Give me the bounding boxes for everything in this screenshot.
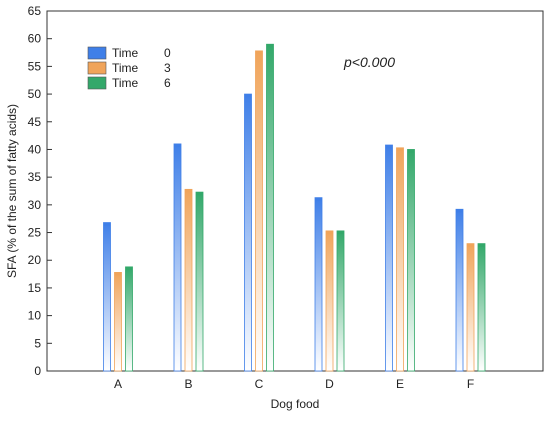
legend-value: 6 xyxy=(164,76,171,90)
x-tick-label: A xyxy=(114,377,122,391)
bar xyxy=(173,143,182,372)
y-tick-label: 40 xyxy=(28,142,42,156)
bar-cap xyxy=(337,230,344,234)
bar xyxy=(266,43,274,372)
bar xyxy=(325,230,334,372)
bar-cap xyxy=(174,143,181,147)
bar-cap xyxy=(315,197,322,201)
x-tick-label: E xyxy=(396,377,404,391)
bar-cap xyxy=(196,192,203,196)
bar xyxy=(466,243,475,372)
bar-cap xyxy=(396,147,404,151)
y-tick-label: 55 xyxy=(28,59,42,73)
bar xyxy=(184,188,193,372)
bar-cap xyxy=(467,243,474,247)
bar xyxy=(255,50,263,372)
bar-cap xyxy=(266,44,274,48)
bar-cap xyxy=(114,272,122,276)
x-tick-label: F xyxy=(467,377,474,391)
x-axis-title: Dog food xyxy=(271,397,320,411)
bar xyxy=(244,93,252,372)
y-tick-label: 25 xyxy=(28,226,42,240)
legend-swatch xyxy=(87,61,107,75)
bar-cap xyxy=(478,243,485,247)
bar xyxy=(396,147,404,372)
y-tick-label: 15 xyxy=(28,281,42,295)
bar xyxy=(407,149,415,372)
bar xyxy=(103,222,111,372)
y-tick-label: 5 xyxy=(34,336,41,350)
y-axis-title: SFA (% of the sum of fatty acids) xyxy=(5,104,19,278)
bar-cap xyxy=(326,230,333,234)
bar xyxy=(314,197,323,372)
bar-cap xyxy=(456,209,463,213)
x-tick-label: D xyxy=(325,377,334,391)
bar-cap xyxy=(125,266,133,270)
legend-label: Time xyxy=(112,76,139,90)
bar xyxy=(455,208,464,372)
bar-cap xyxy=(244,94,252,98)
legend: Time 0 Time 3 Time 6 xyxy=(87,46,171,90)
y-tick-label: 10 xyxy=(28,309,42,323)
y-tick-label: 45 xyxy=(28,115,42,129)
x-tick-label: C xyxy=(255,377,264,391)
x-tick-label: B xyxy=(184,377,192,391)
y-tick-label: 30 xyxy=(28,198,42,212)
y-tick-label: 50 xyxy=(28,87,42,101)
legend-label: Time xyxy=(112,61,139,75)
bars xyxy=(103,43,486,372)
legend-swatch xyxy=(87,46,107,60)
y-axis: 0 5 10 15 20 25 30 35 40 45 50 55 60 65 xyxy=(28,4,52,378)
bar-cap xyxy=(185,189,192,193)
y-tick-label: 0 xyxy=(34,364,41,378)
y-tick-label: 60 xyxy=(28,32,42,46)
p-value-annotation: p<0.000 xyxy=(343,54,395,70)
bar-cap xyxy=(407,149,415,153)
bar-cap xyxy=(255,50,263,54)
bar xyxy=(385,144,393,372)
legend-value: 3 xyxy=(164,61,171,75)
legend-value: 0 xyxy=(164,46,171,60)
bar xyxy=(195,191,204,372)
bar xyxy=(336,230,345,372)
legend-label: Time xyxy=(112,46,139,60)
y-tick-label: 65 xyxy=(28,4,42,18)
bar-cap xyxy=(103,222,111,226)
bar-cap xyxy=(385,145,393,149)
legend-swatch xyxy=(87,76,107,90)
bar xyxy=(125,266,133,372)
y-tick-label: 20 xyxy=(28,253,42,267)
bar xyxy=(114,272,122,372)
y-tick-label: 35 xyxy=(28,170,42,184)
bar xyxy=(477,243,486,372)
